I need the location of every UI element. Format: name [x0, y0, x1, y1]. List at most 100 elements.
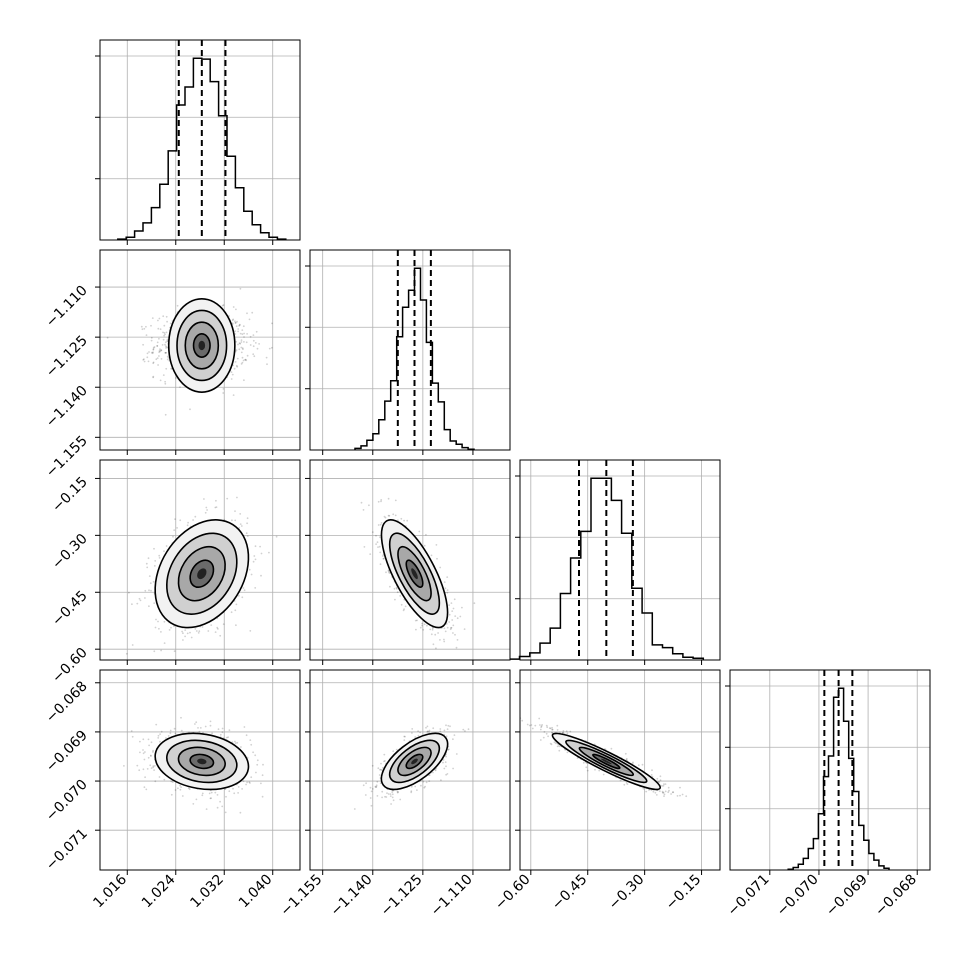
scatter-point	[225, 795, 227, 798]
scatter-point	[221, 727, 224, 730]
scatter-point	[380, 500, 382, 503]
scatter-point	[252, 751, 255, 754]
scatter-point	[256, 763, 259, 766]
scatter-point	[170, 626, 172, 629]
corner-panels: 1.016 1.024 1.032 1.040 −1.155 −1.140 −1.125 −1…	[43, 39, 931, 919]
scatter-point	[393, 587, 396, 590]
hist-frame	[729, 669, 931, 871]
scatter-point	[385, 571, 387, 574]
scatter-point	[167, 356, 170, 359]
scatter-point	[163, 550, 165, 553]
scatter-point	[414, 736, 417, 738]
scatter-point	[147, 557, 150, 560]
scatter-point	[230, 371, 233, 373]
scatter-point	[169, 322, 172, 325]
scatter-point	[162, 315, 165, 318]
scatter-point	[201, 794, 204, 797]
scatter-point	[235, 603, 238, 606]
scatter-point	[153, 765, 156, 767]
scatter-point	[456, 617, 459, 620]
scatter-point	[562, 731, 564, 734]
contour-line	[166, 739, 238, 784]
scatter-point	[234, 333, 237, 335]
scatter-point	[219, 800, 222, 803]
scatter-point	[440, 779, 442, 781]
scatter-point	[169, 732, 172, 735]
scatter-point	[155, 723, 158, 726]
scatter-point	[443, 581, 446, 583]
scatter-point	[389, 795, 392, 797]
scatter-point	[155, 358, 158, 361]
hist-panel-3	[725, 669, 931, 875]
scatter-point	[152, 362, 155, 365]
scatter-point	[166, 340, 169, 343]
scatter-point	[240, 341, 243, 343]
scatter-point	[375, 785, 378, 788]
scatter-point	[425, 533, 427, 536]
scatter-point	[153, 565, 156, 567]
scatter-point	[228, 790, 231, 793]
scatter-point	[455, 646, 458, 649]
scatter-point	[158, 337, 160, 340]
panel-content	[360, 497, 476, 650]
scatter-point	[227, 736, 230, 739]
scatter-point	[236, 496, 238, 499]
scatter-point	[164, 382, 167, 385]
scatter-point	[387, 570, 390, 572]
scatter-point	[214, 791, 217, 794]
scatter-point	[446, 626, 449, 629]
scatter-point	[142, 768, 145, 771]
scatter-point	[165, 545, 168, 547]
scatter-point	[234, 322, 237, 324]
scatter-point	[410, 785, 413, 788]
scatter-point	[406, 519, 409, 522]
scatter-point	[443, 627, 446, 630]
scatter-frame	[309, 669, 511, 871]
histogram-step	[508, 477, 705, 660]
scatter-point	[375, 784, 378, 787]
scatter-point	[160, 349, 163, 352]
scatter-point	[417, 730, 419, 732]
scatter-point	[238, 323, 241, 326]
scatter-point	[157, 319, 159, 322]
scatter-point	[170, 367, 173, 370]
scatter-point	[182, 632, 184, 635]
scatter-point	[150, 336, 153, 339]
scatter-point	[149, 582, 152, 585]
scatter-point	[163, 324, 166, 327]
scatter-point	[255, 771, 257, 774]
scatter-point	[443, 638, 445, 641]
scatter-point	[149, 754, 152, 757]
scatter-point	[362, 509, 365, 511]
scatter-point	[190, 636, 193, 639]
scatter-point	[384, 795, 386, 798]
scatter-point	[379, 768, 381, 771]
scatter-point	[243, 589, 246, 592]
contour-line	[189, 753, 215, 770]
scatter-point	[233, 367, 236, 370]
scatter-point	[153, 547, 155, 550]
scatter-point	[374, 785, 377, 788]
scatter-point	[209, 724, 212, 727]
scatter-point	[416, 619, 418, 622]
scatter-point	[411, 732, 413, 734]
scatter-point	[426, 725, 429, 728]
scatter-point	[194, 723, 196, 725]
scatter-point	[131, 603, 133, 606]
scatter-point	[159, 350, 162, 353]
scatter-point	[425, 726, 427, 729]
scatter-point	[459, 615, 462, 618]
scatter-point	[382, 766, 384, 769]
scatter-point	[428, 780, 431, 782]
scatter-point	[231, 373, 234, 376]
scatter-point	[141, 328, 144, 331]
scatter-panel-3-0	[95, 669, 301, 875]
scatter-point	[446, 728, 449, 731]
scatter-point	[127, 591, 130, 594]
scatter-point	[194, 628, 197, 630]
scatter-point	[395, 748, 398, 751]
scatter-point	[450, 602, 453, 604]
scatter-point	[148, 351, 150, 353]
scatter-point	[152, 766, 155, 769]
scatter-point	[254, 558, 257, 561]
